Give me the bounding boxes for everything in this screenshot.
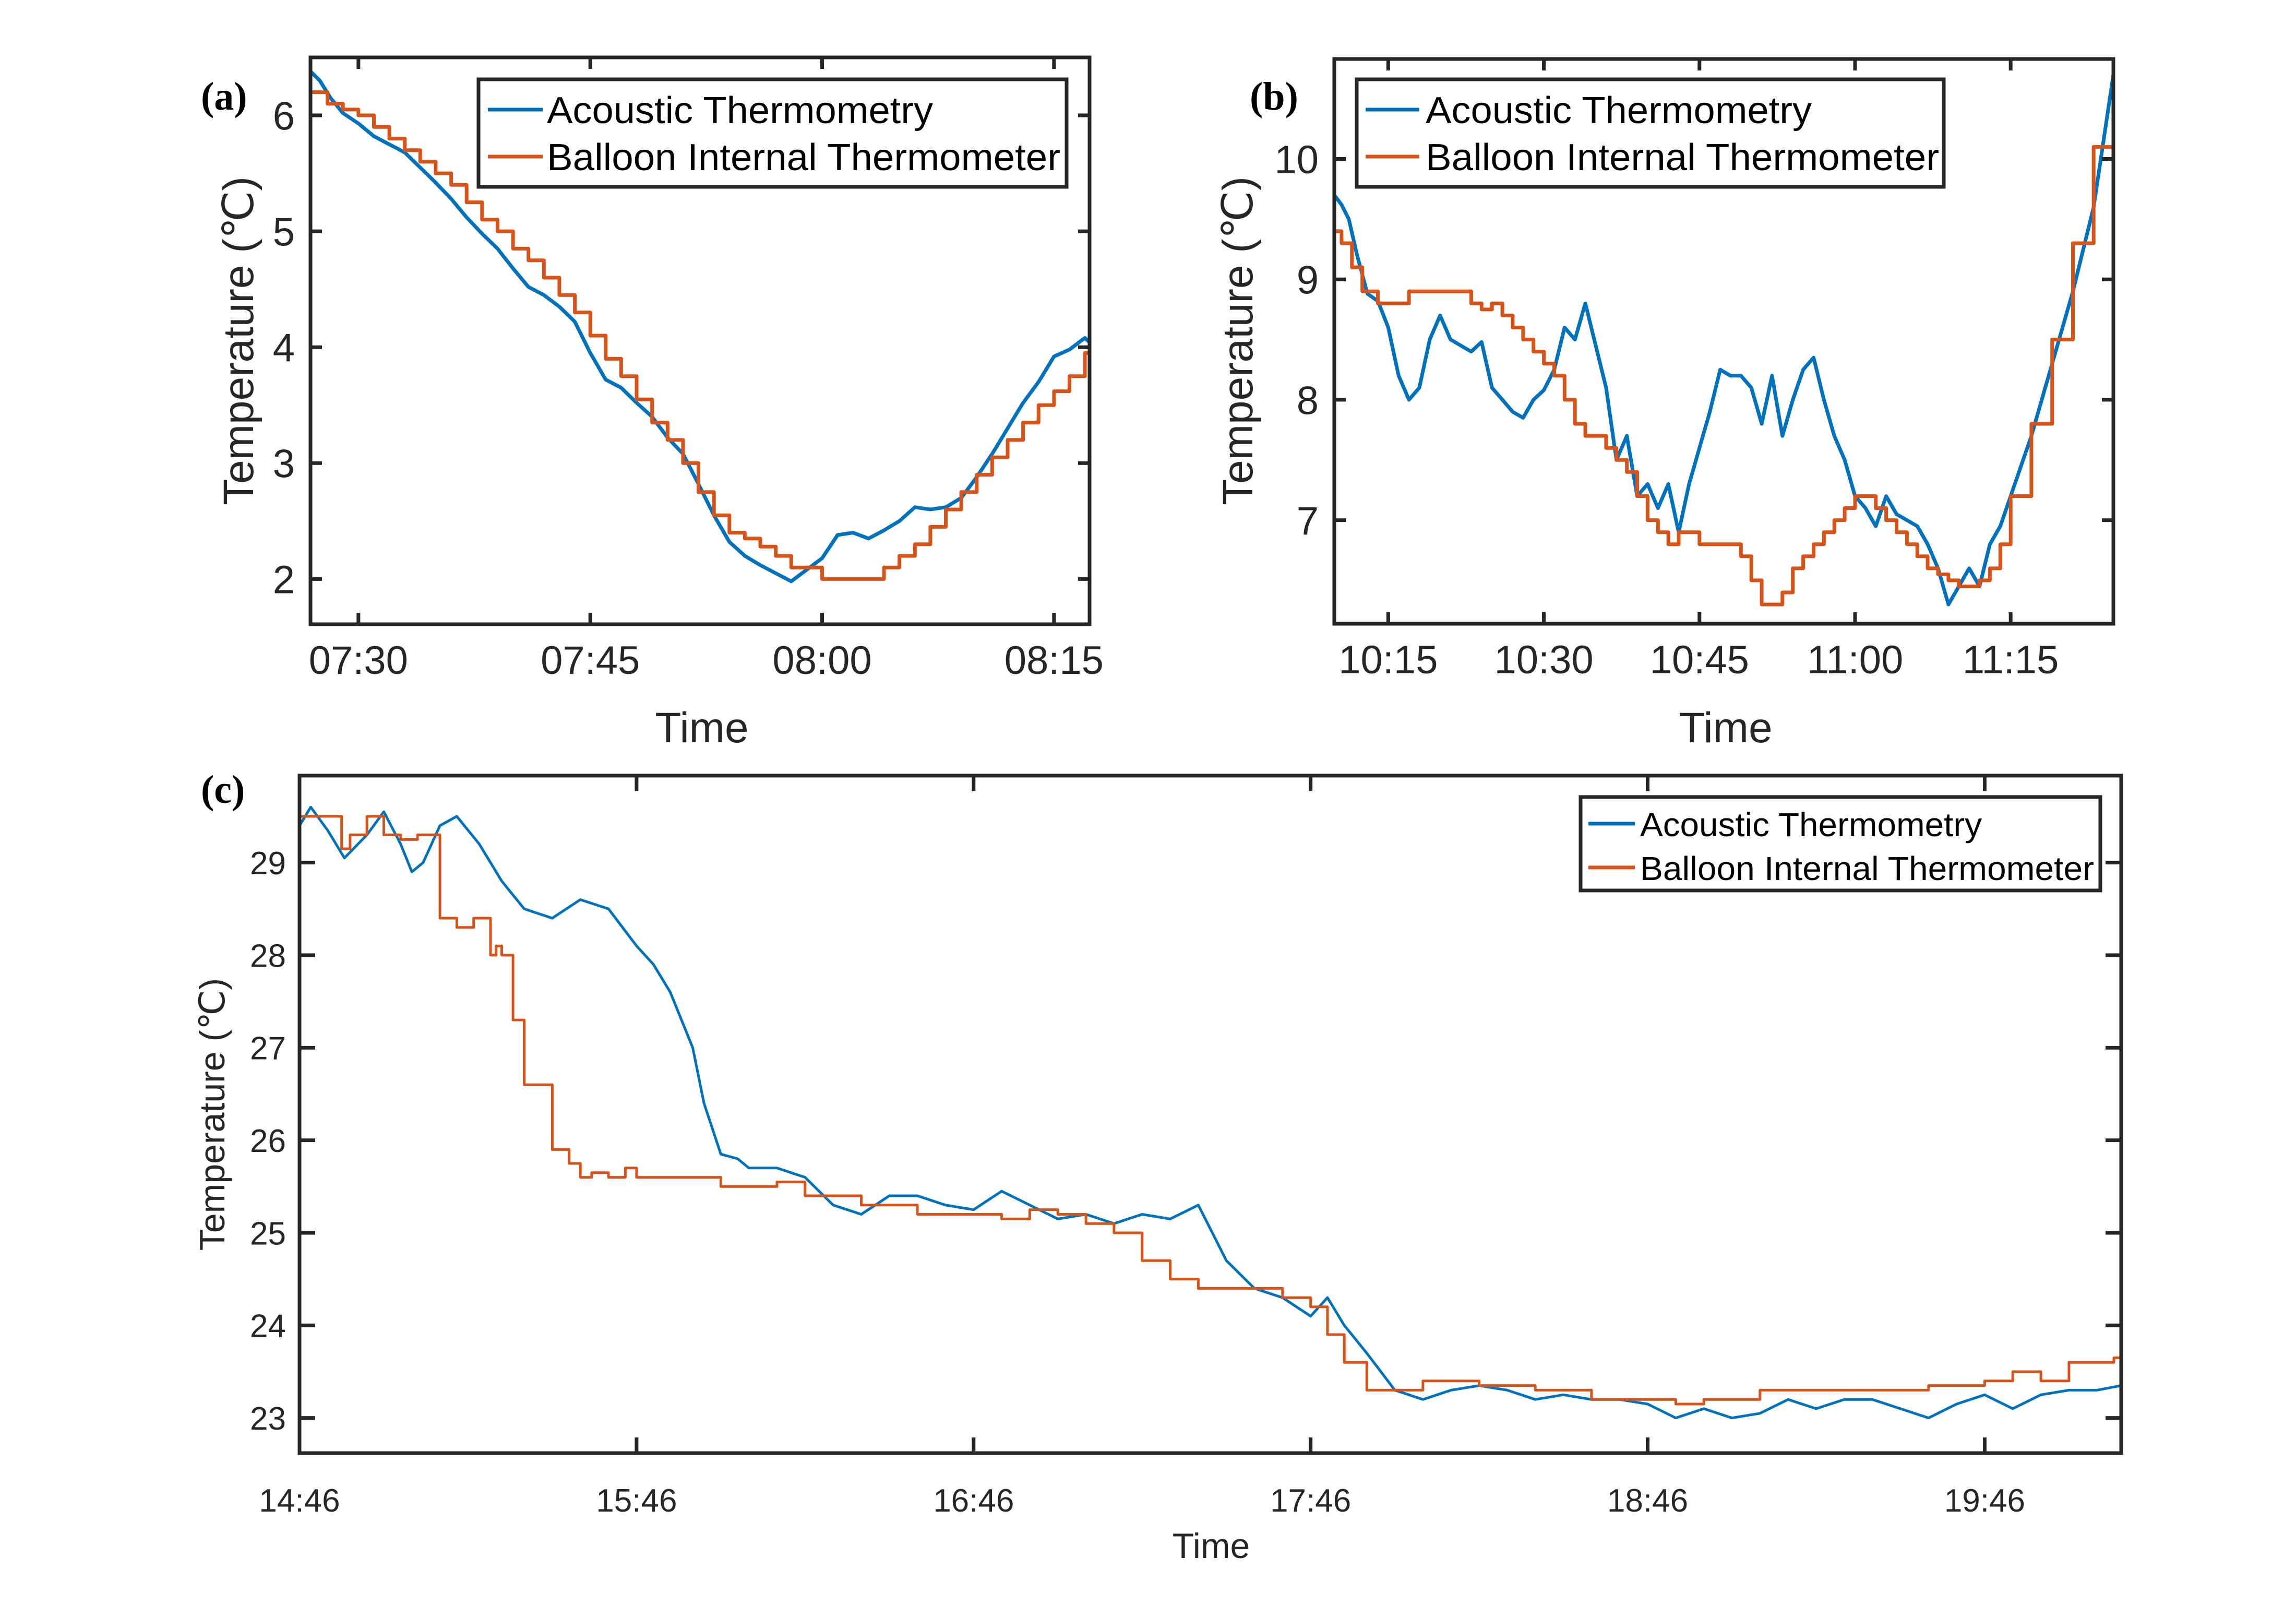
panel-a-series: [310, 69, 1090, 584]
panel-a-xlabel: Time: [655, 704, 748, 752]
panel-c-xtick-label: 16:46: [933, 1483, 1014, 1519]
panel-c-ytick-label: 26: [250, 1123, 286, 1159]
panel-a-legend: Acoustic Thermometry Balloon Internal Th…: [476, 77, 1069, 189]
panel-b-ytick-label: 10: [1274, 138, 1319, 182]
panel-c-xtick-label: 18:46: [1607, 1483, 1688, 1519]
panel-b-xtick-label: 10:30: [1494, 638, 1593, 682]
panel-a-xtick-label: 07:30: [309, 638, 408, 683]
panel-a-axes-frame: [308, 55, 1092, 626]
panel-b-axes-frame: [1332, 57, 2115, 626]
panel-a-ytick-label: 6: [273, 94, 295, 138]
panel-a-legend-balloon: Balloon Internal Thermometer: [547, 137, 1060, 179]
panel-a-ytick-label: 3: [273, 442, 295, 486]
panel-c-series-acoustic: [300, 805, 2121, 1420]
panel-a-legend-acoustic: Acoustic Thermometry: [547, 90, 933, 132]
panel-c-series: [300, 805, 2121, 1420]
panel-b-series-balloon: [1334, 59, 2113, 607]
panel-c-ytick-label: 27: [250, 1031, 286, 1067]
panel-a-label: (a): [201, 75, 247, 118]
panel-c-series-balloon: [300, 815, 2121, 1406]
panel-b-xtick-label: 11:00: [1807, 638, 1904, 682]
panel-c-ticks: 14:46 15:46 16:46 17:46 18:46 19:46 23 24 25 26 27…: [250, 776, 2121, 1519]
panel-a-ytick-label: 2: [273, 558, 295, 602]
panel-b-xtick-label: 10:15: [1338, 638, 1438, 682]
panel-c-ytick-label: 28: [250, 938, 286, 974]
panel-c-ytick-label: 23: [250, 1401, 286, 1437]
panel-a-series-balloon: [310, 90, 1090, 581]
panel-a-ytick-label: 4: [273, 326, 295, 371]
panel-c-legend-acoustic: Acoustic Thermometry: [1640, 806, 1982, 843]
panel-a: 07:30 07:45 08:00 08:15 2 3 4 5 6 (a) Temperatur…: [201, 55, 1104, 752]
panel-b-ytick-label: 9: [1297, 258, 1319, 303]
panel-b-ticks: 10:15 10:30 10:45 11:00 11:15 7 8 9 10: [1274, 59, 2113, 682]
panel-c-xtick-label: 15:46: [596, 1483, 677, 1519]
panel-b-legend-acoustic: Acoustic Thermometry: [1426, 90, 1812, 132]
panel-a-xtick-label: 07:45: [541, 638, 640, 683]
panel-c-xlabel: Time: [1173, 1526, 1250, 1566]
panel-a-ytick-label: 5: [273, 210, 295, 254]
panel-c-ylabel: Temperature (℃): [193, 978, 232, 1251]
panel-b-legend-balloon: Balloon Internal Thermometer: [1426, 137, 1939, 179]
panel-a-ticks: 07:30 07:45 08:00 08:15 2 3 4 5 6: [273, 57, 1104, 683]
panel-c-axes-frame: [297, 774, 2123, 1455]
panel-a-xtick-label: 08:00: [772, 638, 871, 683]
panel-a-legend-box: [476, 77, 1069, 189]
panel-c: 14:46 15:46 16:46 17:46 18:46 19:46 23 24 25 26 27…: [193, 768, 2123, 1566]
panel-b-xtick-label: 11:15: [1963, 638, 2059, 682]
panel-a-xtick-label: 08:15: [1004, 638, 1104, 683]
panel-c-xtick-label: 19:46: [1944, 1483, 2025, 1519]
panel-b-series: [1334, 59, 2113, 607]
panel-c-xtick-label: 17:46: [1270, 1483, 1351, 1519]
panel-c-legend-balloon: Balloon Internal Thermometer: [1640, 850, 2094, 887]
panel-c-ytick-label: 29: [250, 846, 286, 882]
panel-b: 10:15 10:30 10:45 11:00 11:15 7 8 9 10 (b) Tempe…: [1214, 57, 2115, 752]
panel-b-ylabel: Temperature (℃): [1214, 176, 1262, 505]
panel-c-xtick-label: 14:46: [259, 1483, 340, 1519]
panel-b-label: (b): [1250, 75, 1298, 118]
panel-c-legend: Acoustic Thermometry Balloon Internal Th…: [1578, 795, 2102, 893]
panel-a-ylabel: Temperature (℃): [215, 176, 262, 505]
panel-c-legend-box: [1578, 795, 2102, 893]
panel-b-ytick-label: 8: [1297, 378, 1319, 423]
panel-c-ytick-label: 25: [250, 1216, 286, 1252]
panel-b-xlabel: Time: [1679, 704, 1772, 752]
panel-c-label: (c): [201, 768, 245, 812]
panel-b-legend: Acoustic Thermometry Balloon Internal Th…: [1355, 77, 1946, 189]
panel-b-xtick-label: 10:45: [1650, 638, 1749, 682]
panel-b-ytick-label: 7: [1297, 499, 1319, 543]
panel-c-ytick-label: 24: [250, 1309, 286, 1345]
panel-b-legend-box: [1355, 77, 1946, 189]
